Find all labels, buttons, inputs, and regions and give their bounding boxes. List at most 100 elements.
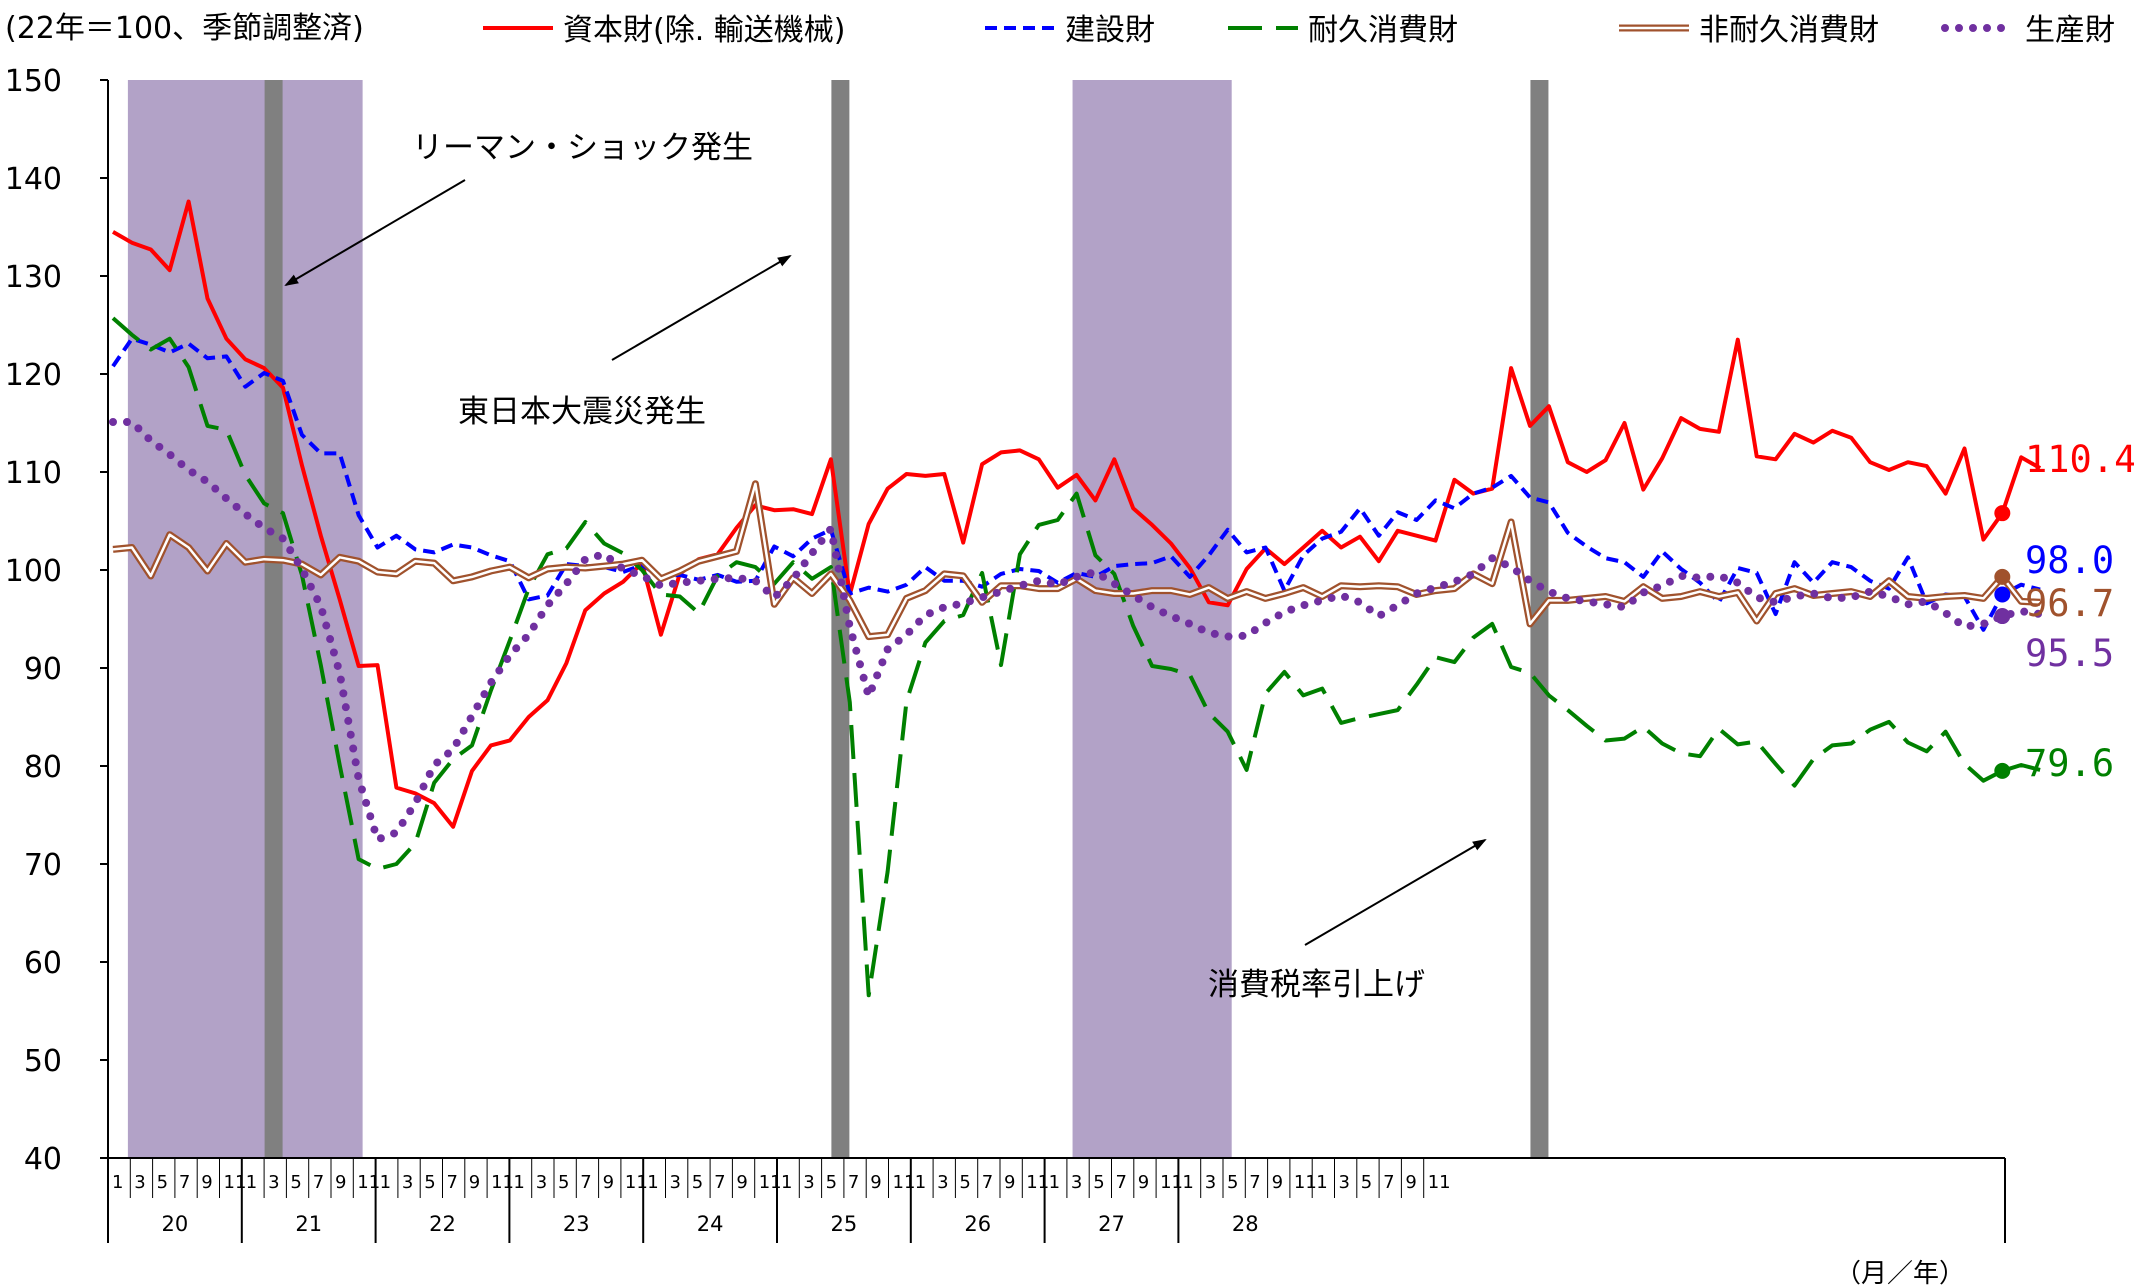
x-month-label: 7 [313, 1172, 324, 1193]
x-month-label: 7 [848, 1172, 859, 1193]
x-month-label: 5 [826, 1172, 837, 1193]
x-month-label: 1 [915, 1172, 926, 1193]
annotation-earthquake-text: 東日本大震災発生 [458, 394, 706, 430]
legend-label: 資本財(除. 輸送機械) [563, 13, 845, 48]
legend-item: 建設財 [985, 13, 1155, 48]
x-month-label: 1 [1182, 1172, 1193, 1193]
x-month-label: 7 [1249, 1172, 1260, 1193]
x-month-label: 1 [781, 1172, 792, 1193]
event-lines [264, 80, 1549, 1158]
y-tick-label: 120 [5, 358, 62, 393]
legend-item: 非耐久消費財 [1619, 13, 1879, 48]
x-month-label: 7 [447, 1172, 458, 1193]
x-month-label: 5 [424, 1172, 435, 1193]
x-month-label: 11 [491, 1172, 514, 1193]
series-line [111, 336, 2041, 632]
x-month-label: 5 [1093, 1172, 1104, 1193]
recession-band [1072, 80, 1232, 1158]
unit-note: (22年＝100、季節調整済) [5, 11, 364, 46]
x-month-label: 3 [803, 1172, 814, 1193]
x-month-label: 7 [179, 1172, 190, 1193]
legend-label: 建設財 [1065, 13, 1155, 48]
x-month-label: 3 [134, 1172, 145, 1193]
annotation-earthquake-arrow [611, 254, 792, 361]
y-tick-label: 50 [24, 1044, 62, 1079]
legend-items: 資本財(除. 輸送機械) 建設財 耐久消費財 非耐久消費財 生産財 [483, 13, 2115, 48]
annotation-lehman-text: リーマン・ショック発生 [412, 130, 753, 166]
x-month-label: 5 [1361, 1172, 1372, 1193]
x-month-label: 9 [736, 1172, 747, 1193]
x-month-label: 3 [1205, 1172, 1216, 1193]
legend-item: 生産財 [1941, 13, 2115, 48]
x-month-label: 1 [1316, 1172, 1327, 1193]
end-labels: 110.4 98.0 79.6 96.7 95.5 [1994, 438, 2134, 785]
x-month-label: 1 [246, 1172, 257, 1193]
event-line [264, 80, 283, 1158]
y-tick-label: 100 [5, 554, 62, 589]
x-month-label: 9 [1138, 1172, 1149, 1193]
recession-band [127, 80, 363, 1158]
series-line [111, 316, 2041, 998]
x-month-label: 11 [1294, 1172, 1317, 1193]
x-month-label: 1 [513, 1172, 524, 1193]
x-month-label: 1 [647, 1172, 658, 1193]
x-month-label: 5 [157, 1172, 168, 1193]
series-end-dot [1994, 586, 2011, 603]
x-year-label: 25 [831, 1212, 858, 1236]
x-month-label: 3 [402, 1172, 413, 1193]
legend-label: 耐久消費財 [1308, 13, 1458, 48]
y-tick-label: 140 [5, 162, 62, 197]
series-line [112, 199, 2042, 829]
series-group [109, 199, 2045, 998]
y-axis-ticks: 150 140 130 120 110 100 90 80 70 60 50 40 [5, 64, 108, 1177]
x-month-label: 7 [580, 1172, 591, 1193]
x-month-label: 11 [1160, 1172, 1183, 1193]
x-month-label: 11 [224, 1172, 247, 1193]
x-month-label: 7 [1116, 1172, 1127, 1193]
x-year-label: 28 [1232, 1212, 1259, 1236]
series-end-label: 98.0 [2025, 539, 2114, 582]
x-month-label: 7 [982, 1172, 993, 1193]
x-month-label: 3 [268, 1172, 279, 1193]
legend-label: 生産財 [2025, 13, 2115, 48]
y-tick-label: 40 [24, 1142, 62, 1177]
y-tick-label: 60 [24, 946, 62, 981]
axes [107, 80, 2005, 1159]
x-year-label: 23 [563, 1212, 590, 1236]
y-tick-label: 80 [24, 750, 62, 785]
x-year-label: 22 [429, 1212, 456, 1236]
y-tick-label: 90 [24, 652, 62, 687]
x-month-label: 1 [112, 1172, 123, 1193]
x-year-label: 26 [964, 1212, 991, 1236]
event-line [1530, 80, 1549, 1158]
legend-item: 資本財(除. 輸送機械) [483, 13, 845, 48]
y-tick-label: 110 [5, 456, 62, 491]
annotation-lehman: リーマン・ショック発生 [284, 130, 753, 287]
series-end-label: 95.5 [2025, 632, 2114, 675]
x-month-label: 9 [1272, 1172, 1283, 1193]
y-tick-label: 70 [24, 848, 62, 883]
legend-label: 非耐久消費財 [1699, 13, 1879, 48]
x-month-label: 9 [201, 1172, 212, 1193]
x-year-label: 21 [295, 1212, 322, 1236]
x-month-label: 5 [1227, 1172, 1238, 1193]
recession-bands [127, 80, 1232, 1158]
series-end-dot [1994, 505, 2011, 522]
x-month-label: 11 [357, 1172, 380, 1193]
y-tick-label: 130 [5, 260, 62, 295]
series-end-label: 110.4 [2025, 438, 2134, 481]
x-month-label: 11 [1428, 1172, 1451, 1193]
x-month-label: 7 [1383, 1172, 1394, 1193]
series-end-dot [1994, 608, 2011, 625]
x-month-label: 3 [1339, 1172, 1350, 1193]
annotation-tax-arrow [1304, 838, 1487, 946]
x-month-label: 9 [1004, 1172, 1015, 1193]
x-month-label: 7 [714, 1172, 725, 1193]
series-line [109, 418, 2045, 844]
x-month-label: 11 [893, 1172, 916, 1193]
series-end-label: 96.7 [2025, 582, 2114, 625]
annotation-lehman-arrow [284, 179, 466, 287]
legend-item: 耐久消費財 [1228, 13, 1458, 48]
y-tick-label: 150 [5, 64, 62, 99]
x-month-label: 9 [603, 1172, 614, 1193]
